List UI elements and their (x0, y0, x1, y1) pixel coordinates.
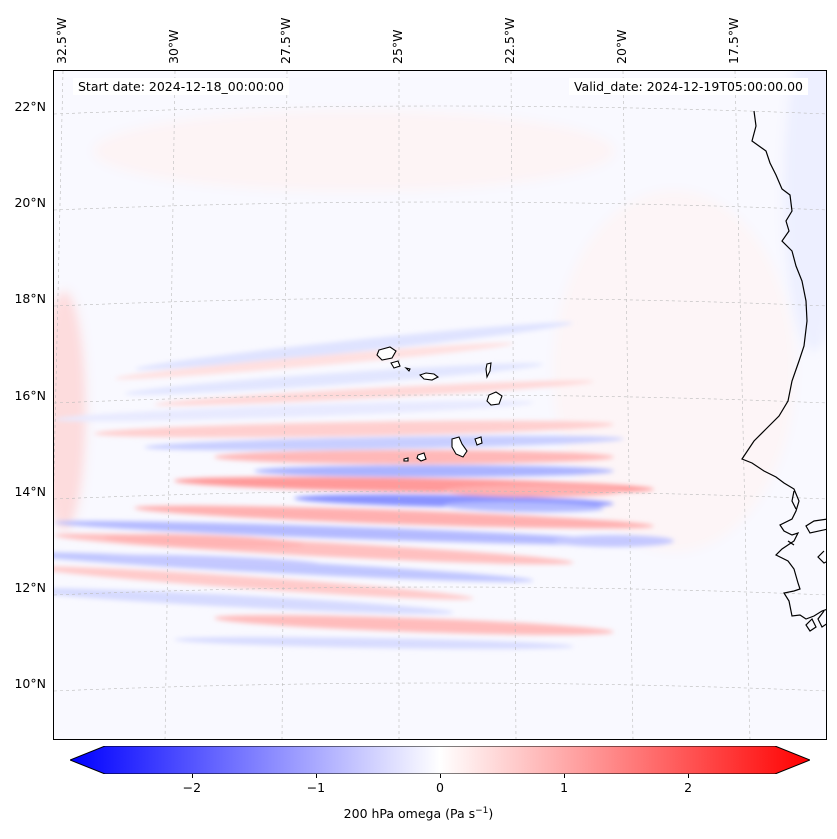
latitude-label: 14°N (14, 484, 46, 499)
map-panel (53, 70, 827, 740)
latitude-gridline (54, 105, 826, 115)
wave-band (444, 485, 624, 497)
colorbar-tick-label: 1 (560, 780, 569, 795)
longitude-gridline (510, 71, 517, 739)
africa-coastline (741, 110, 826, 620)
colorbar-tick-label: −2 (182, 780, 202, 795)
colorbar-tickmark (315, 774, 317, 778)
wave-band (104, 534, 304, 548)
colorbar-gradient (70, 746, 810, 774)
wave-band (254, 465, 614, 477)
longitude-gridline (622, 71, 634, 739)
island-sal (485, 362, 492, 379)
latitude-gridline (54, 586, 826, 596)
units-exponent: −1 (475, 806, 489, 816)
longitude-gridline (164, 71, 176, 739)
gambia-river (791, 490, 797, 510)
island-fogo (416, 452, 427, 462)
graticule (54, 71, 826, 739)
latitude-gridline (54, 490, 826, 500)
wave-band (214, 615, 614, 635)
wave-band (114, 342, 514, 380)
colorbar-tick-label: −1 (306, 780, 326, 795)
wave-band (444, 501, 604, 513)
latitude-label: 18°N (14, 291, 46, 306)
valid-date-label: Valid_date: 2024-12-19T05:00:00.00 (568, 78, 808, 95)
longitude-gridline (281, 71, 288, 739)
island-maio (474, 436, 483, 446)
latitude-label: 22°N (14, 99, 46, 114)
latitude-label: 16°N (14, 388, 46, 403)
wave-band (134, 505, 654, 529)
island-sao-vicente (390, 360, 401, 369)
east-edge-negative-band (784, 71, 826, 351)
longitude-label: 17.5°W (726, 17, 741, 64)
longitude-label: 32.5°W (54, 17, 69, 64)
island-brava (403, 457, 409, 462)
wave-band (54, 566, 474, 600)
colorbar (70, 746, 810, 774)
latitude-gridline (54, 297, 826, 307)
longitude-gridline (734, 71, 751, 739)
wave-band (104, 554, 324, 568)
latitude-label: 20°N (14, 195, 46, 210)
wave-band (54, 588, 454, 614)
west-edge-positive-band (54, 291, 86, 531)
longitude-label: 27.5°W (278, 17, 293, 64)
wave-band (124, 363, 544, 395)
wave-band (174, 636, 574, 650)
wave-band (135, 322, 573, 370)
latitude-gridline (54, 201, 826, 211)
island-boa-vista (486, 391, 503, 406)
gravity-wave-bands (54, 322, 674, 650)
colorbar-tickmark (191, 774, 193, 778)
wave-band (554, 535, 674, 547)
wave-band (154, 380, 594, 406)
latitude-gridline (54, 682, 826, 692)
colorbar-tickmark (564, 774, 566, 778)
wave-band (214, 450, 614, 464)
longitude-label: 30°W (166, 29, 181, 64)
island-sao-nicolau (418, 372, 440, 381)
omega-field-map (54, 71, 826, 739)
colorbar-tickmark (688, 774, 690, 778)
wave-band (144, 435, 624, 451)
island-santiago (451, 436, 468, 458)
coastlines (741, 110, 826, 632)
cape-verde-islands (376, 346, 503, 462)
longitude-label: 22.5°W (502, 17, 517, 64)
colorbar-label: 200 hPa omega (Pa s−1) (343, 806, 494, 822)
latitude-label: 12°N (14, 580, 46, 595)
longitude-label: 25°W (390, 29, 405, 64)
longitude-label: 20°W (614, 29, 629, 64)
latitude-gridline (54, 394, 826, 404)
colorbar-tickmark (440, 774, 441, 778)
wave-band (54, 520, 654, 546)
colorbar-tick-label: 0 (436, 780, 444, 795)
start-date-label: Start date: 2024-12-18_00:00:00 (73, 78, 289, 95)
units: Pa s (450, 806, 476, 822)
wave-band (54, 400, 534, 422)
colorbar-tick-label: 2 (684, 780, 693, 795)
variable-name: 200 hPa omega (343, 806, 442, 822)
island-santo-antao (376, 346, 397, 361)
wave-band (94, 420, 614, 438)
latitude-label: 10°N (14, 676, 46, 691)
